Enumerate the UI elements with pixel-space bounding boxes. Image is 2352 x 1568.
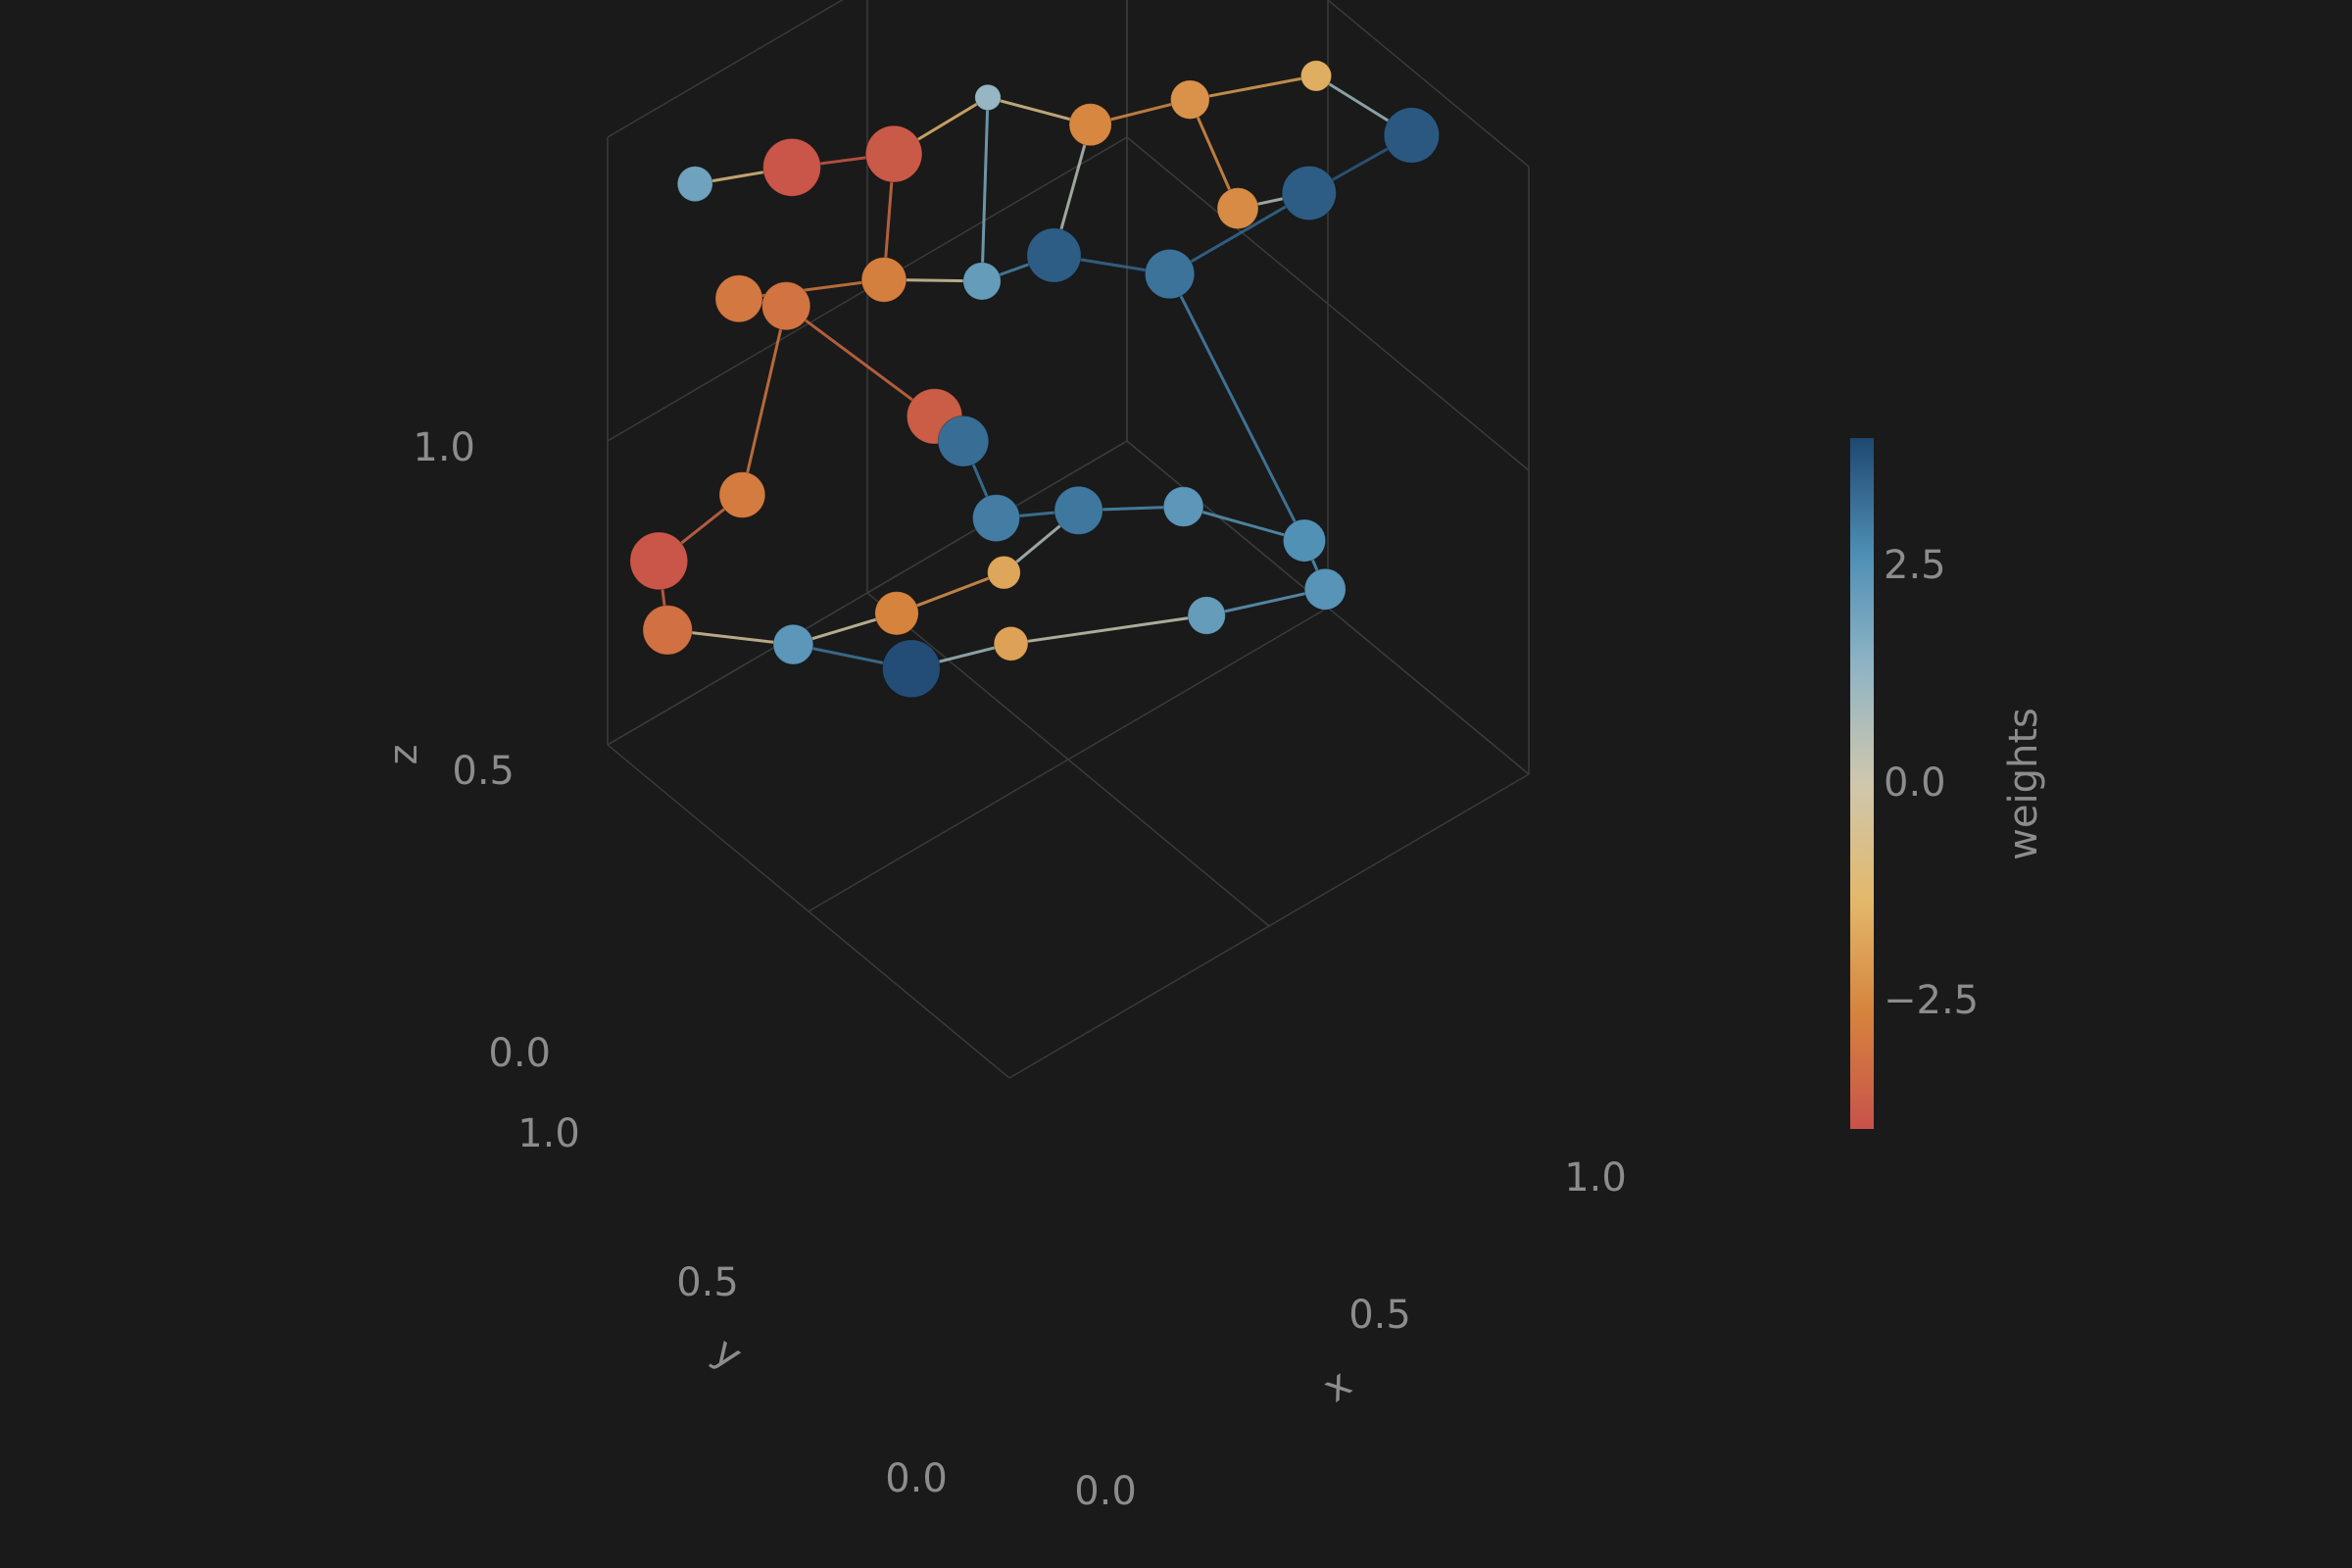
network-node bbox=[1299, 60, 1333, 92]
network-node bbox=[1162, 486, 1204, 527]
colorbar-title: weights bbox=[2001, 708, 2046, 860]
network-node bbox=[1383, 107, 1441, 164]
grid-line bbox=[1126, 136, 1530, 471]
axis-grid bbox=[607, 0, 1530, 1079]
network-edge bbox=[1190, 74, 1317, 102]
grid-line bbox=[607, 440, 1128, 746]
network-edge bbox=[785, 304, 936, 418]
network-node bbox=[1282, 518, 1327, 563]
network-node bbox=[974, 83, 1002, 112]
network-node bbox=[864, 124, 923, 183]
colorbar-scale bbox=[1850, 438, 1874, 1129]
network-edge bbox=[738, 277, 885, 301]
network-node bbox=[1281, 165, 1337, 221]
network-node bbox=[874, 591, 919, 636]
network-node bbox=[718, 471, 766, 518]
network-edge bbox=[1010, 613, 1207, 646]
network-node bbox=[1216, 187, 1259, 230]
x-axis: 0.0 0.5 1.0 x bbox=[1074, 1155, 1627, 1514]
network-node bbox=[1170, 79, 1210, 120]
z-tick-label: 0.5 bbox=[452, 749, 514, 794]
colorbar-tick-label: −2.5 bbox=[1884, 978, 1979, 1023]
network-edge bbox=[980, 97, 990, 281]
network-node bbox=[1068, 103, 1112, 147]
network-node bbox=[860, 257, 907, 303]
network-node bbox=[642, 605, 693, 656]
grid-line bbox=[1326, 0, 1530, 168]
x-tick-label: 0.0 bbox=[1074, 1469, 1137, 1514]
network-node bbox=[714, 274, 763, 323]
network-node bbox=[962, 262, 1002, 301]
network-node bbox=[762, 137, 821, 197]
y-axis-title: y bbox=[706, 1329, 751, 1379]
colorbar: 2.5 0.0 −2.5 weights bbox=[1850, 438, 2046, 1129]
network-node bbox=[761, 281, 811, 331]
network-node bbox=[937, 415, 990, 467]
x-axis-title: x bbox=[1315, 1361, 1360, 1411]
x-tick-label: 0.5 bbox=[1348, 1293, 1411, 1338]
z-axis-title: z bbox=[381, 745, 426, 765]
x-tick-label: 1.0 bbox=[1564, 1155, 1627, 1200]
network-node bbox=[1187, 596, 1226, 635]
network-node bbox=[1026, 227, 1082, 283]
network-node bbox=[972, 494, 1020, 543]
y-tick-label: 1.0 bbox=[517, 1111, 580, 1156]
network-node bbox=[629, 531, 689, 591]
network-node bbox=[1054, 485, 1103, 535]
grid-line bbox=[808, 607, 1329, 912]
network-node bbox=[993, 625, 1029, 662]
network-node bbox=[772, 623, 814, 665]
y-tick-label: 0.0 bbox=[885, 1456, 948, 1501]
network-node bbox=[1303, 567, 1347, 611]
network-node bbox=[1144, 248, 1196, 300]
y-axis: 1.0 0.5 0.0 y bbox=[517, 1111, 948, 1501]
network-node bbox=[882, 639, 941, 699]
network-edge bbox=[740, 305, 788, 496]
z-tick-label: 1.0 bbox=[413, 425, 475, 470]
network-node bbox=[987, 555, 1021, 590]
colorbar-tick-label: 0.0 bbox=[1884, 760, 1946, 806]
network-node bbox=[676, 166, 713, 203]
grid-line bbox=[607, 0, 844, 138]
z-tick-label: 0.0 bbox=[488, 1031, 551, 1076]
y-tick-label: 0.5 bbox=[676, 1260, 739, 1305]
colorbar-tick-label: 2.5 bbox=[1884, 543, 1946, 588]
z-axis: 1.0 0.5 0.0 z bbox=[381, 425, 551, 1076]
network-nodes bbox=[629, 60, 1441, 699]
network-edge bbox=[1168, 272, 1306, 542]
